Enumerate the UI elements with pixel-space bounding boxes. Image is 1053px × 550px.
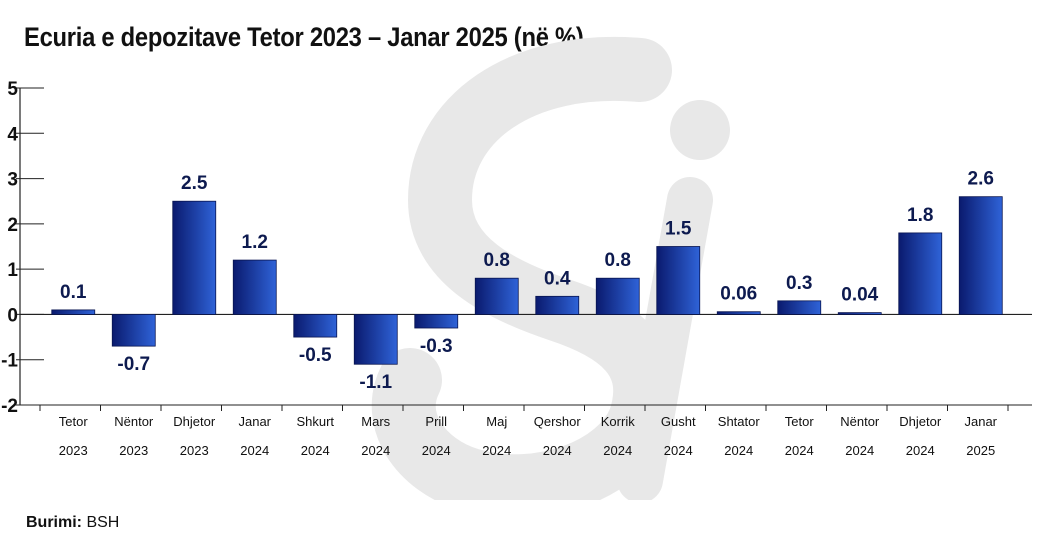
- bar: [353, 314, 398, 365]
- x-category-month: Qershor: [534, 414, 582, 429]
- x-category-year: 2024: [845, 443, 874, 458]
- source-label: Burimi:: [26, 514, 82, 531]
- bar-chart: -2 -1 0 1 2 3 4 5 0.1 Tetor 2023 -0.7 Nëntor 2023 2.5…: [1, 36, 1032, 500]
- y-tick-label: 5: [7, 79, 18, 100]
- x-category-year: 2025: [966, 443, 995, 458]
- data-label: 0.04: [841, 285, 878, 306]
- data-label: -0.5: [299, 345, 332, 366]
- data-label: 2.6: [968, 169, 994, 190]
- data-label: -1.1: [359, 372, 392, 393]
- bar: [293, 314, 338, 338]
- bar: [51, 309, 96, 315]
- x-category-year: 2023: [59, 443, 88, 458]
- x-category-month: Dhjetor: [173, 414, 216, 429]
- y-tick-label: 3: [7, 170, 18, 191]
- data-label: 1.5: [665, 219, 692, 240]
- chart-title: Ecuria e depozitave Tetor 2023 – Janar 2…: [24, 22, 584, 52]
- x-category-year: 2024: [664, 443, 693, 458]
- x-category-month: Tetor: [59, 414, 89, 429]
- data-label: 0.4: [544, 268, 571, 289]
- x-category-month: Gusht: [661, 414, 696, 429]
- bar: [414, 314, 459, 329]
- x-category-month: Janar: [964, 414, 997, 429]
- bar: [837, 312, 882, 315]
- data-label: 0.8: [605, 250, 631, 271]
- y-tick-label: -1: [1, 351, 18, 372]
- y-tick-label: -2: [1, 396, 18, 417]
- data-label: -0.7: [117, 354, 150, 375]
- x-category-year: 2024: [785, 443, 814, 458]
- data-label: 0.1: [60, 282, 87, 303]
- x-category-year: 2024: [422, 443, 451, 458]
- x-category-year: 2023: [180, 443, 209, 458]
- source-note: Burimi: BSH: [26, 514, 119, 532]
- x-category-year: 2024: [240, 443, 269, 458]
- bar: [474, 277, 519, 315]
- bar: [716, 311, 761, 315]
- data-label: 0.3: [786, 273, 812, 294]
- y-tick-label: 1: [7, 260, 18, 281]
- y-tick-label: 4: [7, 124, 18, 145]
- x-category-month: Tetor: [785, 414, 815, 429]
- bar: [595, 277, 640, 315]
- x-category-month: Shkurt: [296, 414, 334, 429]
- x-category-month: Prill: [425, 414, 447, 429]
- x-category-month: Maj: [486, 414, 507, 429]
- data-label: 2.5: [181, 173, 208, 194]
- x-category-year: 2024: [301, 443, 330, 458]
- x-category-month: Shtator: [718, 414, 761, 429]
- x-category-month: Nëntor: [840, 414, 880, 429]
- data-label: -0.3: [420, 336, 453, 357]
- x-category-year: 2024: [543, 443, 572, 458]
- bar: [535, 295, 580, 315]
- x-category-month: Nëntor: [114, 414, 154, 429]
- data-label: 1.8: [907, 205, 933, 226]
- bar: [172, 200, 217, 315]
- x-category-month: Janar: [238, 414, 271, 429]
- data-label: 0.06: [720, 284, 757, 305]
- x-category-year: 2024: [906, 443, 935, 458]
- x-category-month: Korrik: [601, 414, 635, 429]
- bar: [111, 314, 156, 347]
- bar: [777, 300, 822, 315]
- x-category-year: 2023: [119, 443, 148, 458]
- data-label: 0.8: [484, 250, 510, 271]
- x-category-year: 2024: [603, 443, 632, 458]
- x-category-month: Dhjetor: [899, 414, 942, 429]
- data-label: 1.2: [242, 232, 268, 253]
- y-tick-label: 0: [7, 305, 18, 326]
- x-category-year: 2024: [482, 443, 511, 458]
- y-tick-label: 2: [7, 215, 18, 236]
- bar: [232, 259, 277, 315]
- x-category-year: 2024: [724, 443, 753, 458]
- source-value: BSH: [86, 514, 120, 531]
- bar: [898, 232, 943, 315]
- bar: [958, 196, 1003, 315]
- bar: [656, 246, 701, 315]
- x-category-year: 2024: [361, 443, 390, 458]
- x-category-month: Mars: [361, 414, 390, 429]
